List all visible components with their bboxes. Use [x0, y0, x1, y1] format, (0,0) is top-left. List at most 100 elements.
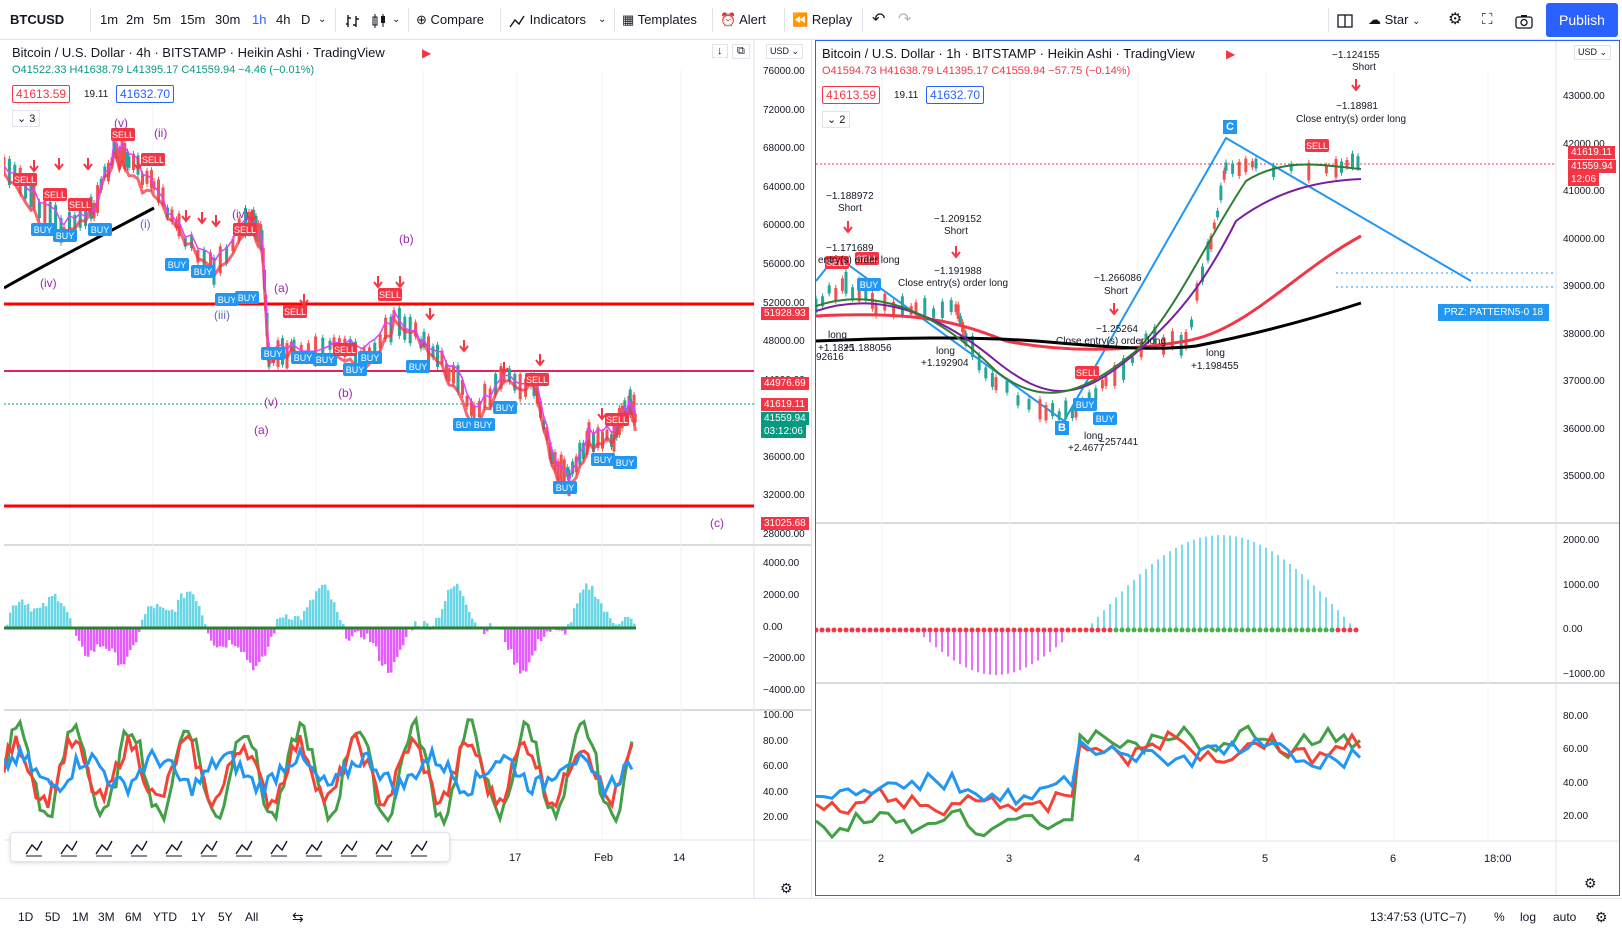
histogram-bar — [624, 616, 627, 628]
histogram-bar — [135, 628, 138, 643]
layout-icon[interactable] — [1336, 0, 1354, 40]
range-1y-button[interactable]: 1Y — [191, 910, 206, 924]
pencil-brush-icon[interactable] — [128, 837, 150, 859]
candle-body — [1244, 158, 1248, 173]
parallel-channel-icon[interactable] — [373, 837, 395, 859]
histogram-bar — [198, 605, 201, 628]
gear-icon[interactable]: ⚙ — [1448, 11, 1463, 28]
buy-signal: BUY — [1073, 398, 1097, 411]
indicators-button[interactable]: Indicators — [508, 0, 586, 40]
camera-icon[interactable] — [1514, 0, 1534, 40]
ask-price[interactable]: 41632.70 — [116, 85, 175, 103]
range-all-button[interactable]: All — [245, 910, 259, 924]
signal-dot — [1119, 627, 1125, 633]
elliott-12345-icon[interactable] — [93, 837, 115, 859]
candle-body — [892, 301, 896, 317]
xabcd-pattern-icon[interactable] — [303, 837, 325, 859]
scroll-down-icon[interactable]: ↓ — [712, 44, 728, 58]
indicators-toggle[interactable]: ⌄ 2 — [822, 111, 851, 128]
bid-price[interactable]: 41613.59 — [12, 85, 71, 103]
elliott-wave-label: (iii) — [214, 308, 230, 322]
gear-icon[interactable]: ⚙ — [1584, 875, 1597, 891]
interval-1m[interactable]: 1m — [100, 12, 119, 27]
compare-button[interactable]: ⊕ Compare — [416, 0, 484, 40]
chevron-down-icon[interactable]: ⌄ — [392, 14, 401, 25]
range-1d-button[interactable]: 1D — [18, 910, 34, 924]
interval-2m[interactable]: 2m — [126, 12, 145, 27]
sell-signal-label: SELL — [856, 254, 878, 264]
publish-button[interactable]: Publish — [1546, 3, 1618, 37]
vertical-lines-icon[interactable] — [233, 837, 255, 859]
range-6m-button[interactable]: 6M — [125, 910, 142, 924]
trade-annotation: +1.198455 — [1191, 361, 1239, 372]
restore-icon[interactable]: ⧉ — [732, 44, 750, 59]
candles-icon[interactable] — [370, 0, 388, 40]
histogram-bar — [435, 617, 438, 628]
buy-signal-label: BUY — [860, 280, 879, 290]
interval-1h[interactable]: 1h — [252, 12, 267, 27]
flag-icon[interactable]: ▶ — [1226, 47, 1236, 61]
candle-body — [932, 308, 936, 318]
range-3m-button[interactable]: 3M — [98, 910, 115, 924]
chevron-down-icon[interactable]: ⌄ — [318, 14, 327, 25]
sell-signal: SELL — [1075, 366, 1099, 379]
flag-icon[interactable]: ▶ — [422, 46, 432, 60]
schiff-pitchfork-icon[interactable] — [408, 837, 430, 859]
gear-icon[interactable]: ⚙ — [1595, 909, 1608, 925]
currency-select[interactable]: USD ⌄ — [766, 44, 804, 59]
candle-body — [1212, 222, 1216, 229]
log-toggle[interactable]: log — [1520, 910, 1537, 924]
interval-5m[interactable]: 5m — [153, 12, 172, 27]
signal-dot — [1269, 627, 1275, 633]
signal-dot — [1311, 627, 1317, 633]
left-price-tick: 36000.00 — [763, 451, 805, 463]
redo-icon[interactable]: ↷ — [898, 11, 912, 28]
gear-icon[interactable]: ⚙ — [780, 880, 793, 896]
range-5d-button[interactable]: 5D — [45, 910, 61, 924]
alert-button[interactable]: ⏰ Alert — [720, 0, 766, 40]
trend-line-icon[interactable] — [268, 837, 290, 859]
calendar-range-icon[interactable]: ⇆ — [292, 909, 304, 925]
cloud-save-button[interactable]: ☁ Star ⌄ — [1368, 0, 1420, 40]
interval-d[interactable]: D — [301, 12, 311, 27]
chevron-down-icon[interactable]: ⌄ — [598, 14, 607, 25]
replay-button[interactable]: ⏪ Replay — [792, 0, 852, 40]
candle-body — [456, 365, 460, 393]
right-chart-canvas[interactable]: SELL SELLBUYSELLBUYBUYSELL−1.188972Short−… — [816, 41, 1620, 896]
horizontal-ray-icon[interactable] — [198, 837, 220, 859]
histogram-bar — [138, 628, 141, 632]
clock-time[interactable]: 13:47:53 (UTC−7) — [1370, 910, 1467, 924]
interval-15m[interactable]: 15m — [180, 12, 206, 27]
right-time-tick: 18:00 — [1484, 853, 1512, 865]
interval-30m[interactable]: 30m — [215, 12, 241, 27]
signal-dot — [1053, 627, 1059, 633]
currency-select[interactable]: USD ⌄ — [1574, 45, 1612, 60]
elliott-wave-label: (i) — [140, 217, 151, 231]
candle-body — [1334, 159, 1338, 178]
horizontal-lines-icon[interactable] — [23, 837, 45, 859]
fib-retracement-icon[interactable] — [163, 837, 185, 859]
templates-button[interactable]: ▦ Templates — [622, 0, 697, 40]
cycle-icon[interactable] — [338, 837, 360, 859]
sell-signal-label: SELL — [142, 155, 164, 165]
percent-toggle[interactable]: % — [1494, 910, 1505, 924]
fullscreen-icon[interactable]: ⛶ — [1482, 11, 1493, 28]
interval-4h[interactable]: 4h — [276, 12, 291, 27]
range-1m-button[interactable]: 1M — [72, 910, 89, 924]
indicators-toggle[interactable]: ⌄ 3 — [12, 110, 41, 127]
ask-price[interactable]: 41632.70 — [926, 86, 985, 104]
histogram-bar — [378, 628, 381, 662]
undo-icon[interactable]: ↶ — [872, 11, 886, 28]
range-5y-button[interactable]: 5Y — [218, 910, 233, 924]
buy-signal-box — [261, 347, 285, 360]
auto-toggle[interactable]: auto — [1553, 910, 1577, 924]
elliott-abc-icon[interactable] — [58, 837, 80, 859]
down-arrow-icon — [425, 308, 435, 321]
histogram-bar — [54, 593, 57, 628]
right-price-tick: 39000.00 — [1563, 281, 1605, 292]
symbol-search[interactable]: BTCUSD — [10, 12, 65, 27]
bar-style-icon[interactable] — [344, 0, 362, 40]
range-ytd-button[interactable]: YTD — [153, 910, 177, 924]
bid-price[interactable]: 41613.59 — [822, 86, 881, 104]
